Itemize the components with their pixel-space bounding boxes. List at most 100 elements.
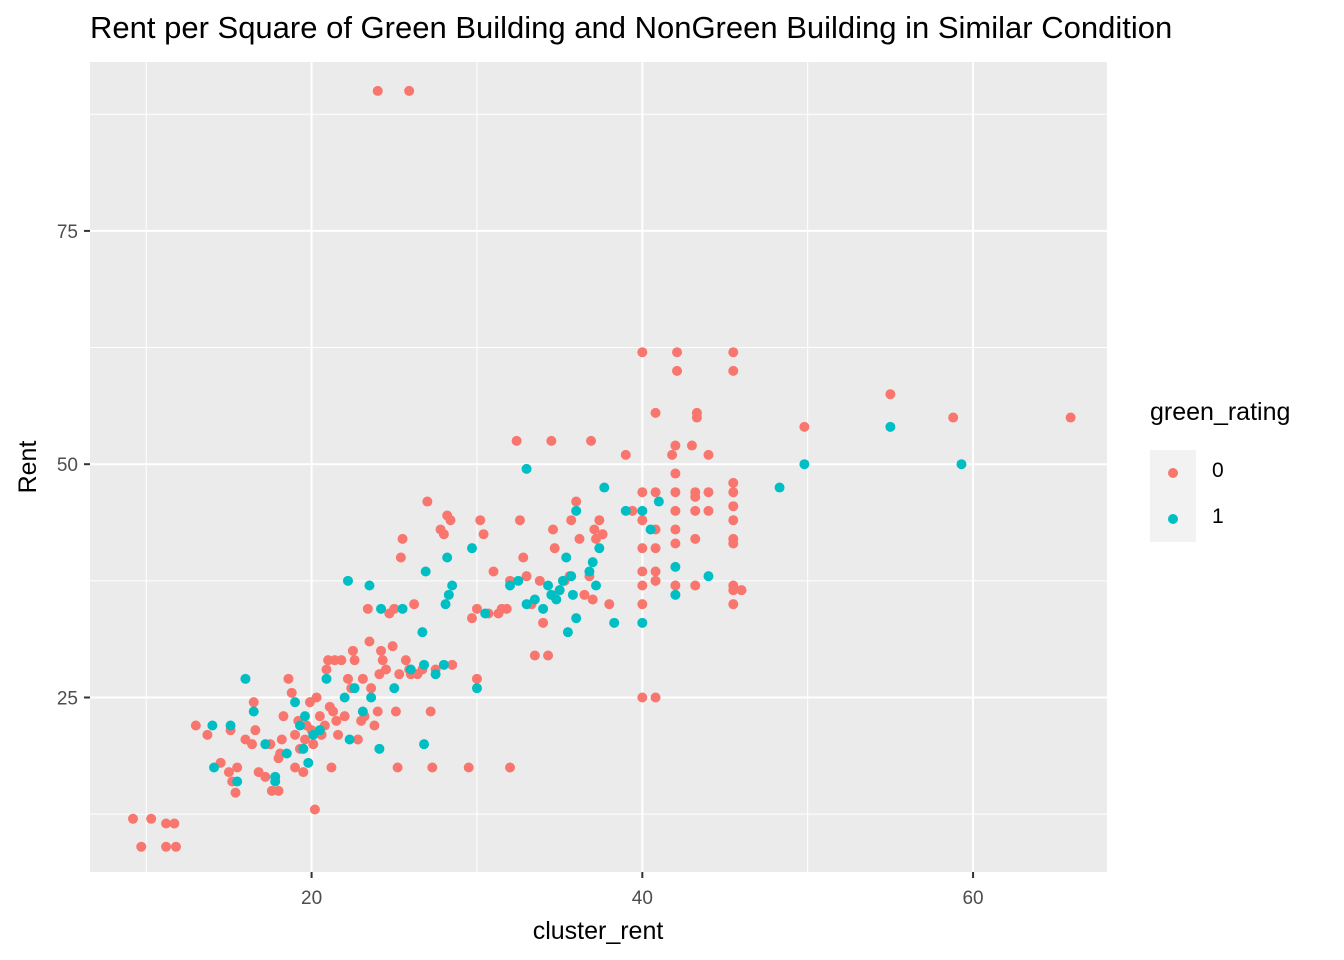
point-g1-46: [521, 599, 532, 610]
point-g1-63: [594, 543, 605, 554]
point-g0-90: [427, 762, 438, 773]
x-tick-label-60: 60: [962, 888, 983, 909]
point-g0-32: [290, 762, 301, 773]
point-g1-14: [303, 757, 314, 768]
point-g1-35: [438, 659, 449, 670]
y-tick-label-75: 75: [57, 222, 78, 243]
point-g1-16: [314, 725, 325, 736]
point-g0-108: [505, 762, 516, 773]
point-g1-23: [364, 580, 375, 591]
point-g0-28: [276, 734, 287, 745]
point-g1-10: [290, 697, 301, 708]
point-g0-182: [728, 538, 739, 549]
point-g0-6: [169, 818, 180, 829]
point-g0-22: [260, 771, 271, 782]
point-g1-73: [703, 571, 714, 582]
point-g1-28: [397, 603, 408, 614]
point-g0-147: [650, 407, 661, 418]
point-g0-127: [574, 533, 585, 544]
legend-dot-0: [1168, 468, 1178, 478]
point-g1-75: [799, 459, 810, 470]
point-g1-31: [419, 659, 430, 670]
y-axis-ticks: 25 50 75: [57, 222, 90, 709]
point-g0-177: [728, 477, 739, 488]
point-g0-188: [885, 389, 896, 400]
point-g1-74: [774, 482, 785, 493]
point-g1-41: [471, 683, 482, 694]
point-g1-47: [529, 594, 540, 605]
point-g0-126: [571, 496, 582, 507]
point-g0-89: [425, 706, 436, 717]
point-g0-116: [534, 575, 545, 586]
point-g1-62: [591, 580, 602, 591]
point-g0-59: [347, 645, 358, 656]
point-g0-128: [579, 589, 590, 600]
point-g0-159: [670, 524, 681, 535]
point-g0-36: [298, 767, 309, 778]
point-g0-167: [690, 505, 701, 516]
point-g0-50: [326, 762, 337, 773]
point-g0-81: [397, 533, 408, 544]
chart-title: Rent per Square of Green Building and No…: [90, 10, 1173, 45]
point-g0-112: [518, 552, 529, 563]
point-g0-0: [372, 85, 383, 96]
point-g0-160: [670, 538, 681, 549]
point-g0-2: [127, 813, 138, 824]
y-tick-label-50: 50: [57, 455, 78, 476]
point-g0-88: [422, 496, 433, 507]
point-g1-71: [670, 561, 681, 572]
point-g0-111: [514, 515, 525, 526]
point-g1-18: [339, 692, 350, 703]
point-g0-66: [364, 636, 375, 647]
point-g1-77: [956, 459, 967, 470]
point-g0-9: [190, 720, 201, 731]
point-g1-8: [270, 771, 281, 782]
point-g0-75: [387, 641, 398, 652]
point-g1-69: [645, 524, 656, 535]
point-g1-30: [417, 627, 428, 638]
point-g0-37: [299, 734, 310, 745]
point-g1-72: [670, 589, 681, 600]
y-tick-label-25: 25: [57, 688, 78, 709]
point-g1-49: [543, 580, 554, 591]
legend-item-0: 0: [1150, 450, 1290, 496]
point-g0-65: [362, 603, 373, 614]
point-g1-12: [298, 743, 309, 754]
point-g0-100: [471, 673, 482, 684]
point-g1-40: [466, 543, 477, 554]
point-g1-70: [653, 496, 664, 507]
point-g0-120: [548, 524, 559, 535]
point-g1-59: [571, 613, 582, 624]
point-g0-151: [650, 566, 661, 577]
point-g0-146: [637, 692, 648, 703]
x-axis-ticks: 20 40 60: [301, 872, 984, 909]
point-g0-143: [637, 566, 648, 577]
point-g1-3: [232, 776, 243, 787]
point-g0-44: [314, 711, 325, 722]
point-g0-132: [589, 524, 600, 535]
point-g0-142: [637, 543, 648, 554]
point-g1-1: [209, 762, 220, 773]
point-g0-157: [670, 487, 681, 498]
point-g0-178: [728, 487, 739, 498]
point-g0-95: [445, 515, 456, 526]
point-g0-57: [342, 673, 353, 684]
point-g0-101: [475, 515, 486, 526]
point-g1-13: [299, 711, 310, 722]
point-g1-19: [342, 575, 353, 586]
point-g0-189: [948, 412, 959, 423]
point-g1-4: [240, 673, 251, 684]
point-g0-68: [369, 720, 380, 731]
point-g0-12: [223, 767, 234, 778]
point-g0-121: [549, 543, 560, 554]
point-g1-61: [587, 557, 598, 568]
point-g0-13: [232, 762, 243, 773]
point-g1-25: [374, 743, 385, 754]
point-g1-17: [321, 673, 332, 684]
point-g0-30: [283, 673, 294, 684]
point-g0-20: [250, 725, 261, 736]
point-g1-58: [571, 505, 582, 516]
point-g0-110: [511, 435, 522, 446]
point-g0-130: [586, 435, 597, 446]
point-g1-67: [637, 505, 648, 516]
